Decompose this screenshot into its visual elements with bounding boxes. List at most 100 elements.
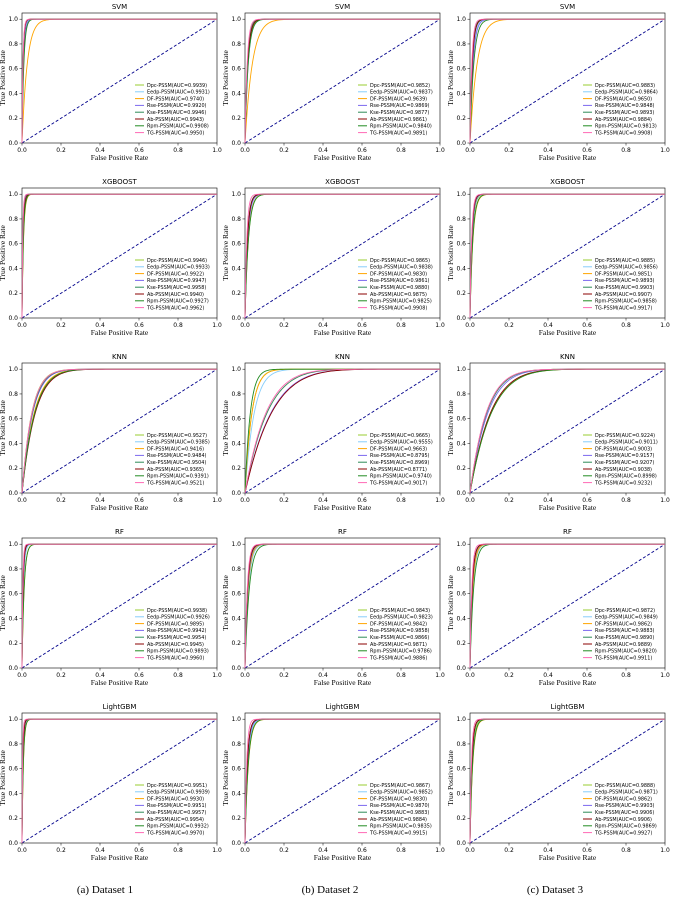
y-tick-label: 0.4 [231, 90, 241, 97]
y-tick-label: 0.6 [8, 591, 18, 598]
legend-entry: DF-PSSM(AUC=0.9842) [370, 621, 427, 627]
legend-entry: DF-PSSM(AUC=0.9862) [595, 621, 652, 627]
y-tick-label: 0.0 [231, 665, 241, 672]
legend-entry: Rse-PSSM(AUC=0.9870) [370, 803, 430, 809]
roc-curve-tg-pssm [244, 368, 440, 494]
x-tick-label: 0.0 [240, 147, 250, 154]
chance-diagonal-line [469, 718, 666, 844]
y-tick-label: 0.2 [456, 640, 466, 647]
legend-entry: Kse-PSSM(AUC=0.9877) [370, 110, 429, 116]
x-tick-label: 0.0 [240, 672, 250, 679]
chance-diagonal-line [21, 18, 218, 144]
x-tick-label: 0.0 [17, 147, 27, 154]
y-tick-label: 0.8 [456, 41, 466, 48]
legend-entry: TG-PSSM(AUC=0.9962) [146, 305, 204, 311]
legend-entry: Dpc-PSSM(AUC=0.9885) [595, 258, 655, 264]
legend-entry: Ab-PSSM(AUC=0.9907) [595, 292, 652, 298]
y-tick-label: 0.8 [456, 391, 466, 398]
x-tick-label: 0.8 [173, 322, 183, 329]
legend-entry: TG-PSSM(AUC=0.9960) [146, 655, 204, 661]
legend-entry: Kse-PSSM(AUC=0.9954) [147, 635, 206, 641]
legend-entry: Kse-PSSM(AUC=0.9890) [595, 635, 654, 641]
y-tick-label: 1.0 [231, 191, 241, 198]
y-tick-label: 0.6 [231, 241, 241, 248]
y-axis-label: True Positive Rate [0, 750, 7, 806]
plot-frame [21, 362, 218, 494]
roc-curve-tg-pssm [244, 18, 440, 144]
legend-entry: Ab-PSSM(AUC=0.9884) [595, 117, 652, 123]
legend-entry: DF-PSSM(AUC=0.9930) [147, 796, 204, 802]
legend-entry: Eedp-PSSM(AUC=0.9849) [595, 615, 658, 621]
y-axis-label: True Positive Rate [0, 575, 7, 631]
x-tick-label: 0.4 [318, 147, 328, 154]
x-axis-label: False Positive Rate [539, 853, 597, 862]
x-tick-label: 0.0 [240, 322, 250, 329]
x-tick-label: 0.6 [357, 672, 367, 679]
y-tick-label: 0.4 [8, 615, 18, 622]
y-tick-label: 0.6 [456, 416, 466, 423]
x-axis-label: False Positive Rate [91, 678, 149, 687]
x-tick-label: 0.2 [504, 847, 514, 854]
y-axis-label: True Positive Rate [446, 50, 455, 106]
legend-entry: Kse-PSSM(AUC=0.9903) [595, 285, 654, 291]
x-tick-label: 0.4 [95, 672, 105, 679]
x-tick-label: 0.4 [543, 672, 553, 679]
x-tick-label: 0.4 [543, 847, 553, 854]
y-axis-label: True Positive Rate [221, 575, 230, 631]
x-tick-label: 1.0 [435, 497, 445, 504]
y-tick-label: 0.6 [8, 766, 18, 773]
x-tick-label: 0.0 [465, 672, 475, 679]
legend-entry: Ab-PSSM(AUC=0.9940) [147, 292, 204, 298]
y-tick-label: 1.0 [8, 716, 18, 723]
legend-entry: Ab-PSSM(AUC=0.9038) [595, 467, 652, 473]
legend-entry: Eedp-PSSM(AUC=0.9871) [595, 790, 658, 796]
legend-entry: Dpc-PSSM(AUC=0.9951) [147, 783, 207, 789]
x-tick-label: 0.8 [396, 497, 406, 504]
chance-diagonal-line [244, 193, 441, 319]
x-tick-label: 0.2 [279, 497, 289, 504]
roc-curve-tg-pssm [244, 193, 440, 319]
y-tick-label: 0.4 [8, 790, 18, 797]
plot-frame [21, 187, 218, 319]
chance-diagonal-line [21, 193, 218, 319]
legend-entry: Rse-PSSM(AUC=0.9484) [147, 453, 207, 459]
panel-title: RF [338, 528, 347, 536]
roc-panel-11: RF 0.0 0.2 0.4 0.6 0.8 1.0 0.0 0.2 0.4 0.6 0.8 1.0 Fa… [221, 528, 445, 687]
x-tick-label: 0.0 [465, 147, 475, 154]
legend-entry: Dpc-PSSM(AUC=0.9867) [370, 783, 430, 789]
y-tick-label: 0.2 [8, 640, 18, 647]
x-tick-label: 0.2 [279, 147, 289, 154]
legend-entry: Rpm-PSSM(AUC=0.9858) [595, 299, 657, 305]
legend-entry: Ab-PSSM(AUC=0.9884) [370, 817, 427, 823]
y-tick-label: 0.2 [8, 290, 18, 297]
legend-entry: TG-PSSM(AUC=0.9908) [594, 130, 652, 136]
legend-entry: DF-PSSM(AUC=0.9740) [147, 96, 204, 102]
y-tick-label: 0.6 [231, 766, 241, 773]
x-tick-label: 0.6 [134, 147, 144, 154]
x-axis-label: False Positive Rate [539, 678, 597, 687]
legend-entry: TG-PSSM(AUC=0.9917) [594, 305, 652, 311]
panel-title: LightGBM [326, 703, 360, 711]
y-tick-label: 0.6 [231, 66, 241, 73]
legend-entry: Kse-PSSM(AUC=0.9866) [370, 635, 429, 641]
x-tick-label: 0.8 [621, 672, 631, 679]
y-tick-label: 0.2 [8, 815, 18, 822]
x-tick-label: 0.2 [56, 672, 66, 679]
legend-entry: Rse-PSSM(AUC=0.9858) [370, 628, 430, 634]
y-tick-label: 1.0 [456, 191, 466, 198]
x-tick-label: 0.2 [504, 147, 514, 154]
legend-entry: Rse-PSSM(AUC=0.9903) [595, 803, 655, 809]
y-axis-label: True Positive Rate [0, 50, 7, 106]
legend-entry: TG-PSSM(AUC=0.9886) [369, 655, 427, 661]
x-tick-label: 0.0 [17, 497, 27, 504]
y-tick-label: 0.2 [231, 465, 241, 472]
y-tick-label: 1.0 [231, 541, 241, 548]
panel-title: XGBOOST [325, 178, 360, 186]
y-tick-label: 0.4 [8, 90, 18, 97]
y-tick-label: 1.0 [231, 16, 241, 23]
x-tick-label: 1.0 [435, 672, 445, 679]
legend-entry: Ab-PSSM(AUC=0.9861) [370, 117, 427, 123]
plot-frame [469, 187, 666, 319]
legend-entry: DF-PSSM(AUC=0.9851) [595, 271, 652, 277]
legend-entry: Rpm-PSSM(AUC=0.9893) [147, 649, 209, 655]
